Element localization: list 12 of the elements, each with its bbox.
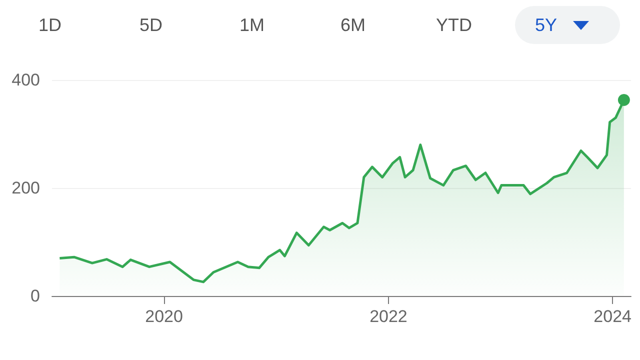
x-tick-label: 2024 bbox=[594, 307, 632, 326]
y-tick-label: 400 bbox=[12, 70, 40, 90]
text: 5Y bbox=[535, 14, 558, 36]
y-tick-label: 200 bbox=[12, 178, 40, 198]
text: 1M bbox=[239, 14, 264, 36]
text: 1D bbox=[38, 14, 62, 36]
text: YTD bbox=[436, 14, 472, 36]
y-tick-label: 0 bbox=[30, 286, 40, 306]
text: 6M bbox=[340, 14, 366, 36]
text: 5D bbox=[139, 14, 162, 36]
x-tick-label: 2022 bbox=[370, 307, 408, 326]
x-tick-label: 2020 bbox=[145, 307, 183, 326]
